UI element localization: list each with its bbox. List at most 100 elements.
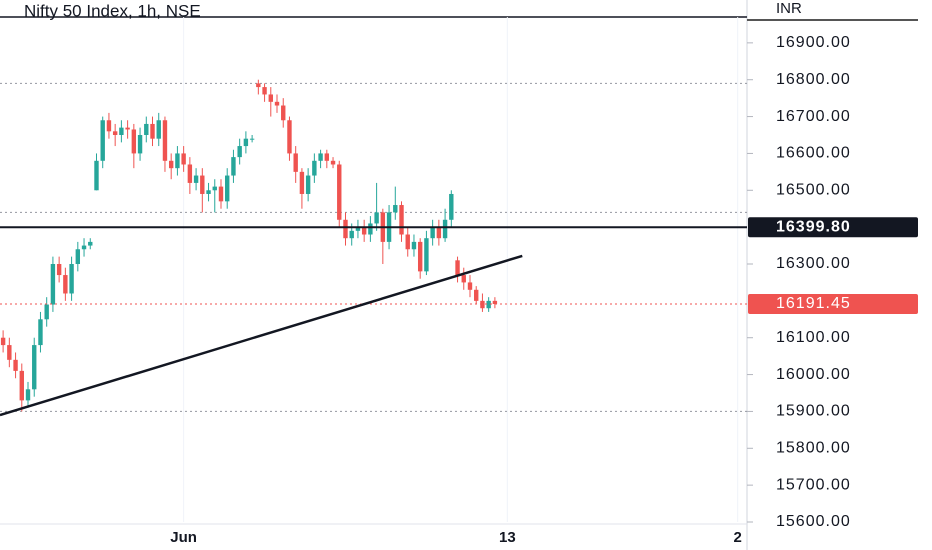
candle-body — [218, 186, 224, 202]
y-tick-label: 16500.00 — [776, 182, 851, 199]
candle-body — [274, 101, 280, 106]
candle-body — [181, 153, 186, 165]
candle-body — [131, 129, 137, 154]
candle-body — [44, 304, 49, 320]
candle-body — [374, 212, 379, 224]
last-price-label: 16191.45 — [776, 295, 851, 312]
candle-body — [94, 160, 99, 191]
candle-body — [361, 227, 367, 235]
candle-body — [75, 249, 81, 264]
candle-body — [281, 105, 286, 121]
candle-body — [424, 238, 429, 272]
y-tick-label: 15900.00 — [776, 403, 851, 420]
level-tag — [748, 217, 918, 238]
candle-body — [343, 219, 348, 239]
candle-body — [231, 157, 236, 176]
candle-body — [299, 171, 305, 194]
candle-body — [349, 230, 354, 239]
y-tick-label: 16300.00 — [776, 255, 851, 272]
candle-body — [355, 227, 361, 231]
candle-body — [56, 264, 62, 276]
y-tick-label: 16700.00 — [776, 108, 851, 125]
candle-body — [200, 175, 205, 194]
candle-body — [293, 153, 298, 172]
candle-body — [337, 164, 342, 220]
candle-body — [7, 345, 12, 360]
candle-body — [237, 146, 242, 158]
y-tick-label: 15800.00 — [776, 440, 851, 457]
candle-body — [330, 160, 336, 165]
y-tick-label: 16000.00 — [776, 366, 851, 383]
candle-body — [0, 337, 6, 346]
candle-body — [405, 234, 410, 250]
candle-body — [100, 120, 105, 161]
y-tick-label: 16600.00 — [776, 145, 851, 162]
candle-body — [212, 186, 217, 191]
candle-body — [486, 300, 491, 309]
candle-body — [399, 205, 404, 235]
candle-body — [187, 164, 193, 183]
candle-body — [162, 120, 168, 161]
candle-body — [206, 190, 211, 194]
candle-body — [63, 275, 68, 294]
candle-body — [243, 138, 249, 147]
candle-body — [393, 205, 398, 213]
y-tick-label: 16800.00 — [776, 71, 851, 88]
candle-body — [38, 319, 43, 346]
candle-body — [81, 245, 87, 250]
chart-title: Nifty 50 Index, 1h, NSE — [24, 1, 201, 20]
candle-body — [417, 241, 423, 272]
candle-body — [262, 87, 267, 95]
candle-body — [112, 131, 118, 135]
candle-body — [492, 300, 498, 305]
candle-body — [467, 282, 473, 290]
last-price-tag — [748, 294, 918, 315]
candle-body — [461, 275, 466, 283]
y-tick-label: 16100.00 — [776, 329, 851, 346]
candle-body — [225, 175, 230, 202]
candle-body — [119, 127, 124, 135]
candle-body — [106, 120, 112, 132]
candle-body — [125, 127, 130, 130]
candle-body — [50, 264, 56, 305]
candle-body — [324, 153, 330, 161]
candle-body — [19, 370, 24, 401]
candle-body — [256, 83, 261, 88]
level-label: 16399.80 — [776, 218, 851, 235]
candle-body — [69, 264, 74, 294]
candle-body — [411, 241, 417, 250]
candle-body — [150, 123, 155, 139]
candle-body — [430, 227, 435, 239]
y-tick-label: 16900.00 — [776, 34, 851, 51]
candle-body — [144, 123, 149, 135]
candle-body — [13, 359, 18, 371]
candle-body — [137, 135, 143, 154]
candle-body — [268, 94, 273, 102]
candle-body — [305, 175, 311, 194]
candle-body — [474, 289, 479, 301]
candle-body — [249, 138, 255, 140]
candle-body — [25, 389, 31, 401]
candle-body — [32, 345, 37, 390]
candle-body — [480, 300, 485, 309]
candle-body — [318, 153, 323, 161]
trend-line — [0, 254, 523, 417]
candle-body — [193, 175, 199, 183]
currency-label: INR — [776, 0, 802, 17]
candle-body — [368, 223, 373, 235]
x-tick-label: 13 — [499, 529, 516, 546]
candle-body — [156, 120, 161, 139]
candle-body — [455, 260, 460, 276]
candle-body — [168, 160, 174, 169]
y-tick-label: 15700.00 — [776, 476, 851, 493]
x-tick-label: 2 — [733, 529, 741, 546]
y-tick-label: 15600.00 — [776, 513, 851, 530]
candle-body — [287, 120, 292, 154]
candle-body — [312, 160, 317, 176]
candle-body — [175, 153, 180, 169]
x-tick-label: Jun — [170, 529, 197, 546]
candle-body — [449, 193, 454, 220]
